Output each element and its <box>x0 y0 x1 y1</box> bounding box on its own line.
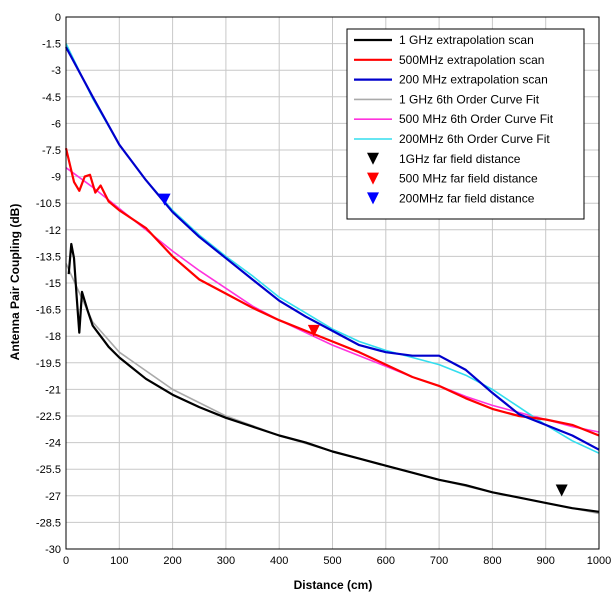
y-tick-label: -30 <box>45 544 61 556</box>
y-tick-label: -18 <box>45 331 61 343</box>
legend-label: 200MHz 6th Order Curve Fit <box>399 132 550 146</box>
y-tick-label: -15 <box>45 278 61 290</box>
x-tick-label: 700 <box>430 555 448 567</box>
legend-label: 200MHz far field distance <box>399 191 535 205</box>
series-line-200-mhz-extrapolation-scan <box>65 46 600 451</box>
x-tick-label: 900 <box>537 555 555 567</box>
x-axis-label: Distance (cm) <box>294 578 373 592</box>
series-group <box>64 43 600 515</box>
legend-label: 1GHz far field distance <box>399 152 521 166</box>
y-tick-label: -10.5 <box>36 198 61 210</box>
y-tick-label: -3 <box>51 65 61 77</box>
x-tick-label: 100 <box>110 555 128 567</box>
x-tick-label: 400 <box>270 555 288 567</box>
legend-label: 200 MHz extrapolation scan <box>399 73 548 87</box>
series-line-1-ghz-extrapolation-scan <box>67 242 600 513</box>
y-tick-label: -13.5 <box>36 251 61 263</box>
legend-label: 1 GHz extrapolation scan <box>399 33 534 47</box>
legend-label: 500 MHz 6th Order Curve Fit <box>399 112 554 126</box>
legend-label: 500 MHz far field distance <box>399 172 538 186</box>
x-tick-label: 0 <box>63 555 69 567</box>
y-tick-label: -7.5 <box>42 145 61 157</box>
marker-200mhz-far-field-distance <box>158 193 171 206</box>
legend-swatch-500-mhz-far-field-distance <box>367 172 379 185</box>
y-tick-label: -9 <box>51 172 61 184</box>
x-tick-label: 200 <box>163 555 181 567</box>
x-tick-label: 600 <box>377 555 395 567</box>
legend-label: 1 GHz 6th Order Curve Fit <box>399 92 540 106</box>
y-tick-label: -16.5 <box>36 305 61 317</box>
y-axis-label: Antenna Pair Coupling (dB) <box>8 204 22 361</box>
legend: 1 GHz extrapolation scan 500MHz extrapola… <box>346 28 585 220</box>
y-tick-label: 0 <box>55 12 61 24</box>
y-tick-label: -6 <box>51 118 61 130</box>
y-tick-label: -27 <box>45 491 61 503</box>
y-tick-label: -22.5 <box>36 411 61 423</box>
y-tick-label: -21 <box>45 384 61 396</box>
tick-labels: 0 100 200 300 400 500 600 700 800 900 1000 0 -1.5 -3 -… <box>36 12 611 567</box>
y-tick-label: -25.5 <box>36 464 61 476</box>
y-tick-label: -28.5 <box>36 517 61 529</box>
x-tick-label: 500 <box>323 555 341 567</box>
legend-swatch-1ghz-far-field-distance <box>367 152 379 165</box>
series-line-500mhz-extrapolation-scan <box>64 147 600 437</box>
legend-label: 500MHz extrapolation scan <box>399 53 544 67</box>
y-tick-label: -4.5 <box>42 92 61 104</box>
y-tick-label: -12 <box>45 225 61 237</box>
plot-frame <box>65 16 600 550</box>
marker-500-mhz-far-field-distance <box>307 324 320 337</box>
marker-1ghz-far-field-distance <box>555 484 568 497</box>
y-tick-label: -24 <box>45 438 61 450</box>
x-tick-label: 800 <box>483 555 501 567</box>
legend-swatch-200mhz-far-field-distance <box>367 192 379 205</box>
x-tick-label: 300 <box>217 555 235 567</box>
y-tick-label: -19.5 <box>36 358 61 370</box>
x-tick-label: 1000 <box>587 555 611 567</box>
y-tick-label: -1.5 <box>42 39 61 51</box>
